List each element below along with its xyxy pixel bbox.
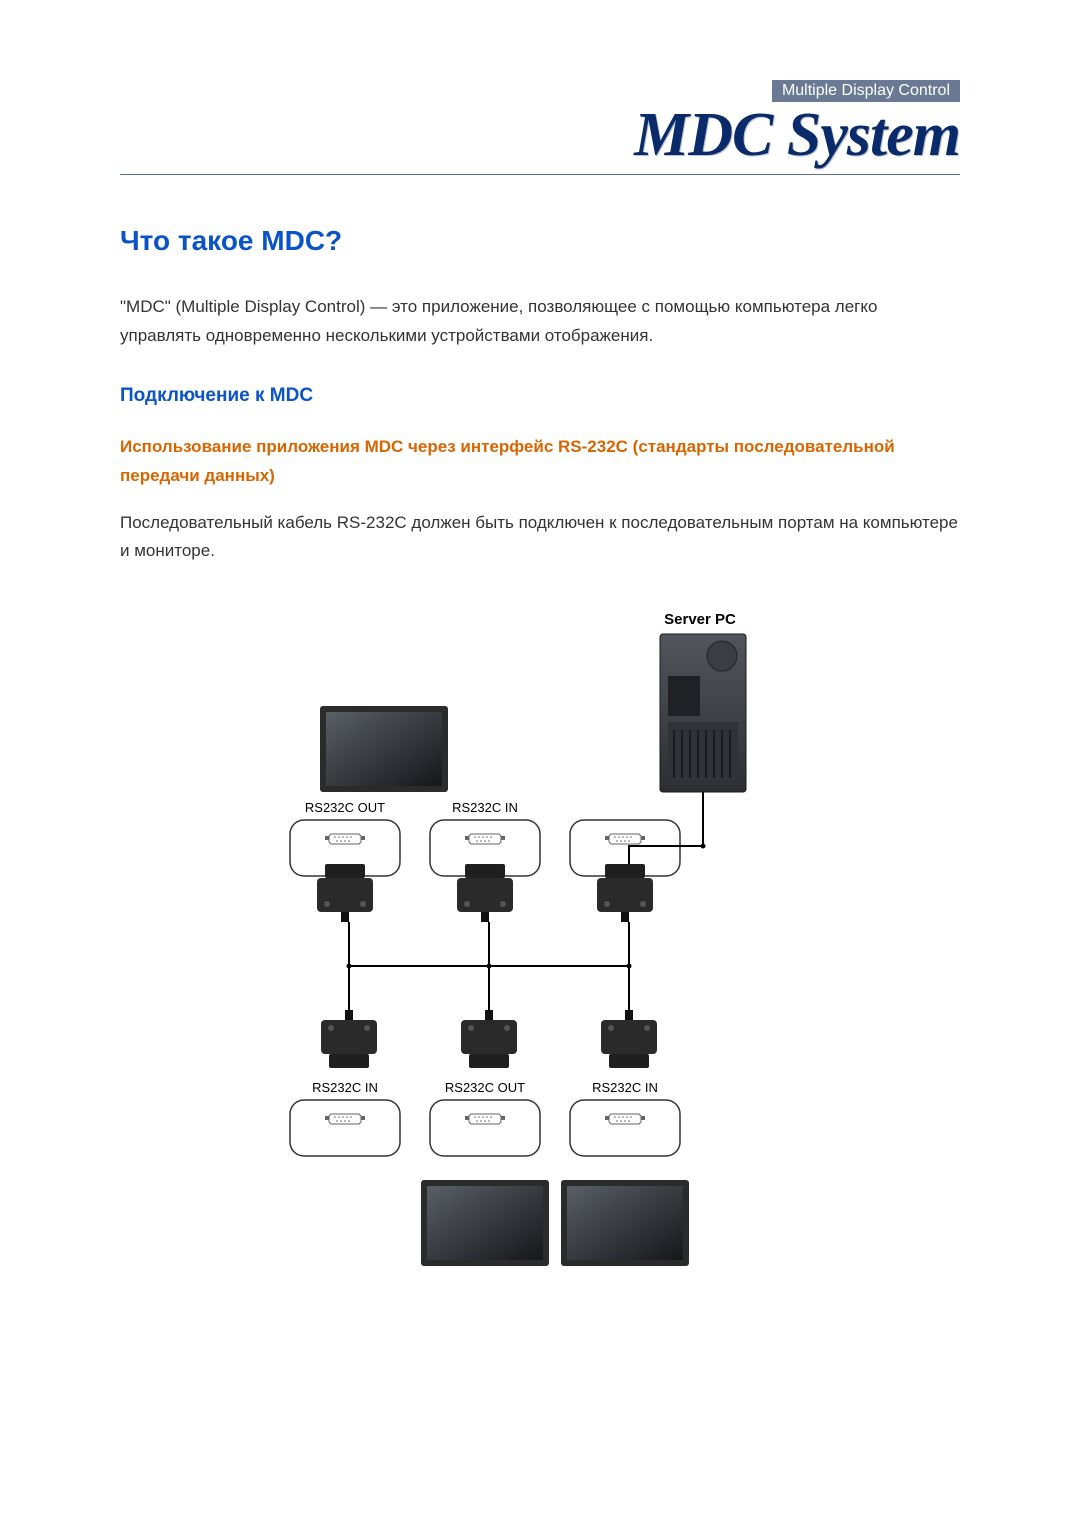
monitor-bot-mid-icon xyxy=(421,1180,549,1266)
heading-what-is-mdc: Что такое MDC? xyxy=(120,225,960,257)
header-tag: Multiple Display Control xyxy=(772,80,960,102)
port-panel-bot-right xyxy=(570,1100,680,1156)
header: Multiple Display Control MDC System xyxy=(120,80,960,175)
server-pc-icon xyxy=(660,634,746,792)
connector-bot-left xyxy=(321,1010,377,1068)
connector-bot-mid xyxy=(461,1010,517,1068)
monitor-bot-right-icon xyxy=(561,1180,689,1266)
connector-top-right xyxy=(597,864,653,922)
body-rs232c: Последовательный кабель RS-232C должен б… xyxy=(120,509,960,567)
label-rs232c-in-bl: RS232C IN xyxy=(312,1080,378,1095)
heading-connection: Подключение к MDC xyxy=(120,385,960,407)
heading-rs232c-usage: Использование приложения MDC через интер… xyxy=(120,433,960,491)
connector-top-mid xyxy=(457,864,513,922)
connection-diagram: Server PC xyxy=(120,606,960,1356)
label-rs232c-out-top: RS232C OUT xyxy=(305,800,385,815)
label-server-pc: Server PC xyxy=(664,611,736,628)
port-panel-bot-mid xyxy=(430,1100,540,1156)
monitor-top-icon xyxy=(320,706,448,792)
port-panel-bot-left xyxy=(290,1100,400,1156)
label-rs232c-out-bm: RS232C OUT xyxy=(445,1080,525,1095)
intro-paragraph: "MDC" (Multiple Display Control) — это п… xyxy=(120,293,960,351)
label-rs232c-in-br: RS232C IN xyxy=(592,1080,658,1095)
connector-bot-right xyxy=(601,1010,657,1068)
label-rs232c-in-top: RS232C IN xyxy=(452,800,518,815)
header-title: MDC System xyxy=(634,101,960,169)
connector-top-left xyxy=(317,864,373,922)
